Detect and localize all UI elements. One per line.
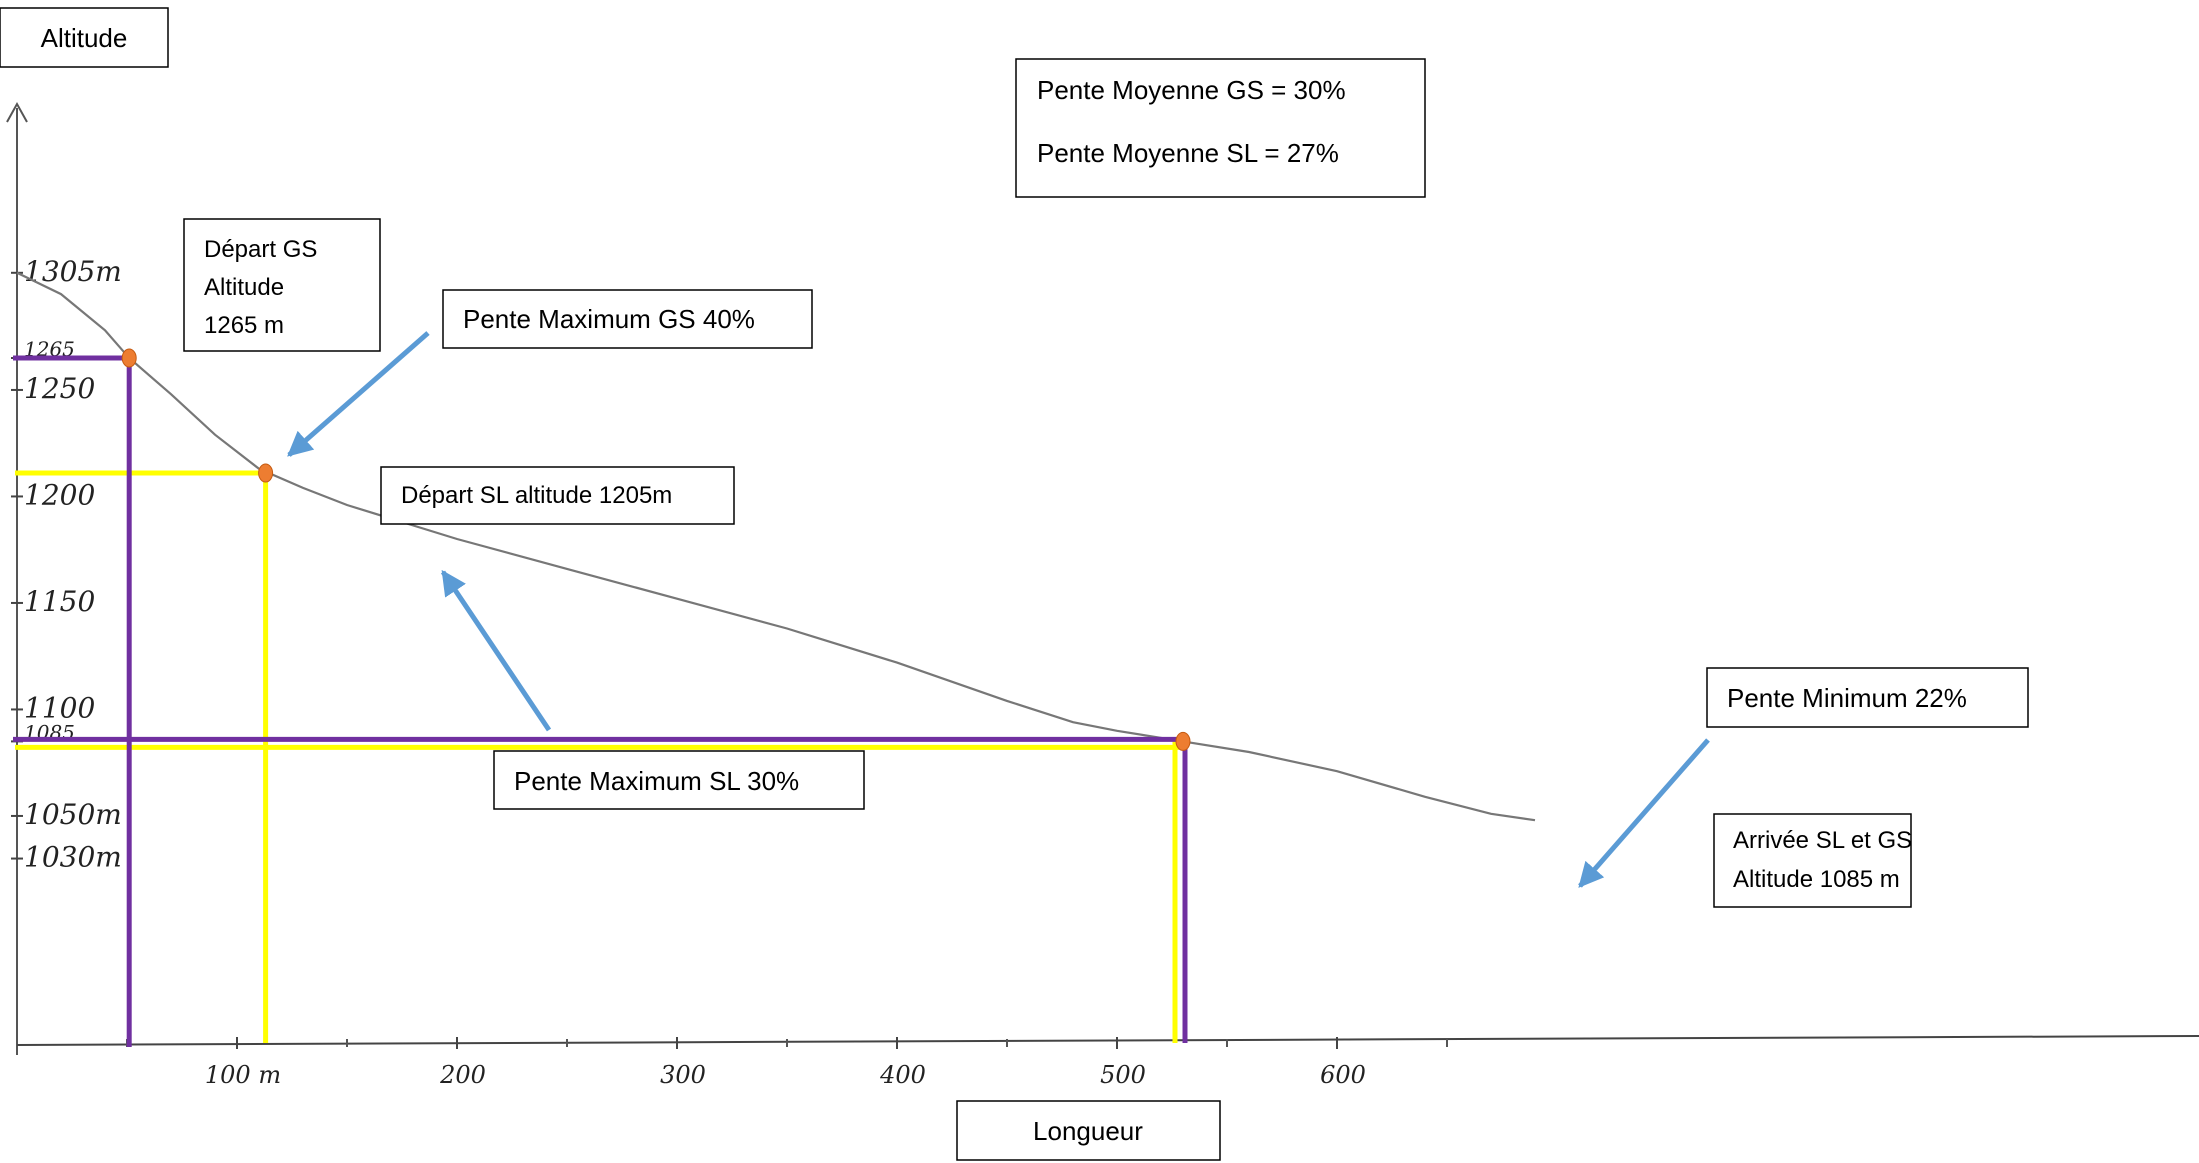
y-axis-arrowhead: [6, 101, 28, 123]
start-gs-box: Départ GS Altitude 1265 m: [183, 218, 381, 352]
average-slope-sl: Pente Moyenne SL = 27%: [1037, 138, 1339, 168]
average-slope-box: Pente Moyenne GS = 30% Pente Moyenne SL …: [1015, 58, 1426, 198]
arrow-min-slope: [1578, 738, 1710, 888]
x-ticks: 100 m 200 300 400 500 600: [126, 1037, 1448, 1089]
y-tick-label: 1305m: [24, 255, 122, 288]
x-axis-line: [16, 1035, 2199, 1046]
altitude-label: Altitude: [41, 23, 128, 53]
max-slope-sl-box: Pente Maximum SL 30%: [493, 750, 865, 810]
start-gs-line-1: Départ GS: [204, 236, 317, 263]
length-label-box: Longueur: [956, 1100, 1221, 1161]
altitude-label-box: Altitude: [0, 7, 169, 68]
start-sl-box: Départ SL altitude 1205m: [380, 466, 735, 525]
guide-lines: [13, 355, 1188, 1047]
marker-dots: [121, 348, 1191, 751]
y-tick-label: 1050m: [24, 798, 122, 831]
marker-dot: [121, 348, 137, 368]
altitude-profile-line: [16, 271, 1536, 822]
max-slope-gs-label: Pente Maximum GS 40%: [463, 304, 755, 334]
marker-dot: [1175, 731, 1191, 751]
finish-line-1: Arrivée SL et GS: [1733, 827, 1912, 854]
x-tick-label: 600: [1320, 1061, 1366, 1089]
y-tick-label: 1030m: [24, 841, 122, 874]
average-slope-gs: Pente Moyenne GS = 30%: [1037, 75, 1346, 105]
max-slope-sl-label: Pente Maximum SL 30%: [514, 766, 799, 796]
finish-box: Arrivée SL et GS Altitude 1085 m: [1713, 813, 1912, 908]
min-slope-box: Pente Minimum 22%: [1706, 667, 2029, 728]
marker-dot: [258, 463, 274, 483]
arrow-max-slope-sl: [440, 569, 552, 732]
x-tick-label: 200: [439, 1061, 486, 1089]
x-tick-label: 300: [660, 1061, 706, 1089]
max-slope-gs-box: Pente Maximum GS 40%: [442, 289, 813, 349]
y-tick-label: 1100: [24, 691, 95, 724]
y-tick-label: 1150: [24, 585, 95, 618]
arrow-max-slope-gs: [287, 331, 430, 457]
y-tick-label: 1250: [24, 372, 95, 405]
min-slope-label: Pente Minimum 22%: [1727, 683, 1967, 713]
finish-line-2: Altitude 1085 m: [1733, 866, 1900, 893]
start-sl-label: Départ SL altitude 1205m: [401, 482, 672, 509]
x-tick-label: 500: [1100, 1061, 1146, 1089]
x-tick-label: 100 m: [205, 1061, 281, 1089]
start-gs-line-2: Altitude: [204, 274, 284, 301]
y-tick-label: 1200: [24, 478, 95, 511]
x-tick-label: 400: [879, 1061, 926, 1089]
length-label: Longueur: [1033, 1116, 1143, 1146]
start-gs-line-3: 1265 m: [204, 312, 284, 339]
